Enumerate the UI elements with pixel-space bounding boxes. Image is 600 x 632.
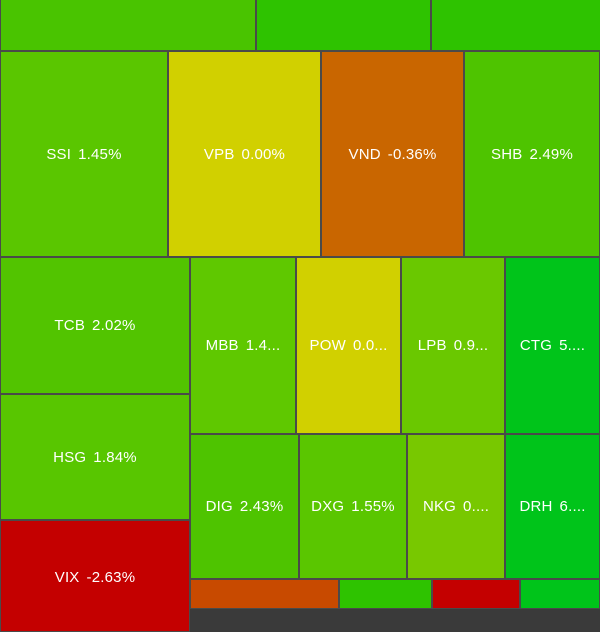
tile-symbol: SSI: [46, 145, 72, 163]
tile-symbol: DRH: [519, 498, 553, 515]
treemap-tile-vix[interactable]: VIX -2.63%: [0, 520, 190, 632]
tile-symbol: VND: [348, 145, 381, 163]
treemap-tile-pow[interactable]: POW 0.0...: [296, 257, 401, 434]
tile-symbol: TCB: [54, 317, 86, 334]
treemap-tile-dxg[interactable]: DXG 1.55%: [299, 434, 407, 579]
tile-symbol: MBB: [205, 337, 239, 354]
treemap-tile-top-1[interactable]: [0, 0, 256, 51]
tile-change: 1.84%: [93, 448, 137, 466]
treemap-tile-ctg[interactable]: CTG 5....: [505, 257, 600, 434]
treemap-tile-lpb[interactable]: LPB 0.9...: [401, 257, 505, 434]
treemap-tile-top-2[interactable]: [256, 0, 431, 51]
tile-change: 1.45%: [78, 145, 122, 163]
tile-symbol: VPB: [203, 145, 235, 163]
treemap-tile-bottom-4[interactable]: [520, 579, 600, 609]
tile-symbol: DXG: [311, 498, 345, 515]
tile-symbol: DIG: [205, 498, 233, 515]
tile-change: 1.55%: [351, 498, 395, 515]
tile-change: 0....: [463, 498, 490, 515]
tile-symbol: CTG: [519, 337, 553, 354]
tile-change: 5....: [559, 337, 586, 354]
treemap-tile-bottom-2[interactable]: [339, 579, 432, 609]
tile-symbol: SHB: [491, 145, 523, 163]
tile-change: -0.36%: [387, 145, 437, 163]
tile-symbol: NKG: [422, 498, 457, 515]
tile-change: 6....: [559, 498, 586, 515]
tile-symbol: LPB: [417, 337, 447, 354]
tile-symbol: POW: [309, 337, 346, 354]
treemap-tile-bottom-3[interactable]: [432, 579, 520, 609]
treemap-tile-drh[interactable]: DRH 6....: [505, 434, 600, 579]
tile-change: 2.02%: [92, 317, 136, 334]
treemap-tile-vpb[interactable]: VPB 0.00%: [168, 51, 321, 257]
treemap-tile-bottom-1[interactable]: [190, 579, 339, 609]
treemap-tile-dig[interactable]: DIG 2.43%: [190, 434, 299, 579]
treemap-tile-nkg[interactable]: NKG 0....: [407, 434, 505, 579]
tile-change: -2.63%: [86, 569, 136, 586]
treemap-tile-ssi[interactable]: SSI 1.45%: [0, 51, 168, 257]
tile-symbol: VIX: [54, 569, 80, 586]
tile-change: 2.43%: [239, 498, 284, 515]
treemap-tile-vnd[interactable]: VND -0.36%: [321, 51, 464, 257]
treemap-tile-tcb[interactable]: TCB 2.02%: [0, 257, 190, 394]
tile-change: 1.4...: [245, 337, 281, 354]
tile-change: 0.0...: [352, 337, 388, 354]
tile-symbol: HSG: [53, 448, 87, 466]
treemap-tile-mbb[interactable]: MBB 1.4...: [190, 257, 296, 434]
tile-change: 0.00%: [241, 145, 286, 163]
tile-change: 0.9...: [453, 337, 489, 354]
treemap-tile-shb[interactable]: SHB 2.49%: [464, 51, 600, 257]
treemap-tile-top-3[interactable]: [431, 0, 600, 51]
tile-change: 2.49%: [529, 145, 573, 163]
treemap-tile-hsg[interactable]: HSG 1.84%: [0, 394, 190, 520]
